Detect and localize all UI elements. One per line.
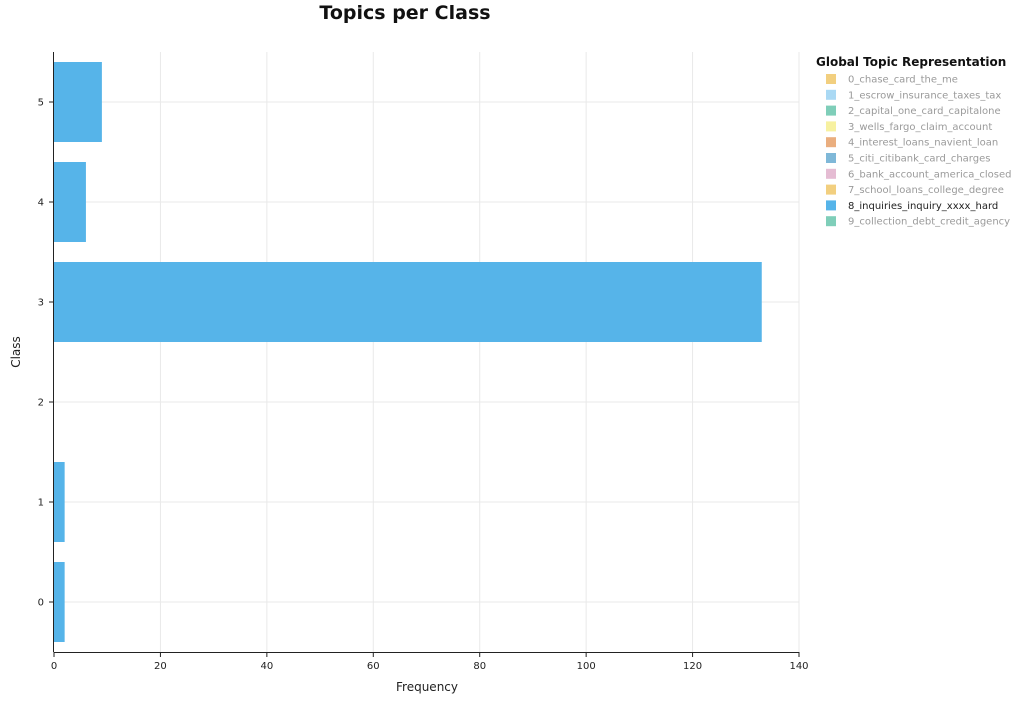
x-tick-labels: 0 20 40 60 80 100 120 140 xyxy=(51,652,809,672)
legend-swatch xyxy=(826,74,836,84)
legend-swatch xyxy=(826,89,836,100)
legend-item-topic-0[interactable]: 0_chase_card_the_me xyxy=(826,74,958,86)
y-tick-label: 4 xyxy=(38,198,44,209)
chart-title: Topics per Class xyxy=(319,2,490,24)
x-tick-label: 60 xyxy=(367,661,380,672)
legend-item-topic-8[interactable]: 8_inquiries_inquiry_xxxx_hard xyxy=(826,200,998,212)
legend-item-topic-9[interactable]: 9_collection_debt_credit_agency xyxy=(826,216,1010,228)
legend-label: 6_bank_account_america_closed xyxy=(848,169,1011,180)
y-axis-label: Class xyxy=(9,336,23,368)
legend-label: 0_chase_card_the_me xyxy=(848,75,958,86)
bar-class-4[interactable] xyxy=(54,162,86,242)
legend-item-topic-2[interactable]: 2_capital_one_card_capitalone xyxy=(826,105,1001,118)
axes xyxy=(53,52,799,653)
legend-label: 7_school_loans_college_degree xyxy=(848,185,1004,196)
legend-item-topic-3[interactable]: 3_wells_fargo_claim_account xyxy=(826,121,992,133)
legend-swatch xyxy=(826,105,836,116)
legend-label: 3_wells_fargo_claim_account xyxy=(848,122,992,133)
y-tick-label: 2 xyxy=(38,398,44,409)
legend-swatch xyxy=(826,184,836,195)
bar-class-5[interactable] xyxy=(54,62,102,142)
legend-label: 2_capital_one_card_capitalone xyxy=(848,106,1001,117)
x-tick-label: 20 xyxy=(154,661,167,672)
legend-swatch xyxy=(826,137,836,148)
x-tick-label: 140 xyxy=(789,661,808,672)
bars xyxy=(54,62,762,642)
legend-items: 0_chase_card_the_me 1_escrow_insurance_ta… xyxy=(826,74,1011,228)
legend-swatch xyxy=(826,200,836,211)
x-tick-label: 80 xyxy=(473,661,486,672)
y-tick-label: 5 xyxy=(38,98,44,109)
legend-item-topic-5[interactable]: 5_citi_citibank_card_charges xyxy=(826,153,990,165)
x-tick-label: 120 xyxy=(683,661,702,672)
legend-swatch xyxy=(826,153,836,163)
y-tick-labels: 0 1 2 3 4 5 xyxy=(38,98,54,609)
legend-label: 8_inquiries_inquiry_xxxx_hard xyxy=(848,201,998,212)
legend-item-topic-6[interactable]: 6_bank_account_america_closed xyxy=(826,168,1011,181)
legend-item-topic-1[interactable]: 1_escrow_insurance_taxes_tax xyxy=(826,89,1001,102)
legend-title: Global Topic Representation xyxy=(816,55,1006,69)
x-tick-label: 0 xyxy=(51,661,57,672)
y-tick-label: 0 xyxy=(38,598,44,609)
y-tick-label: 3 xyxy=(38,298,44,309)
y-tick-label: 1 xyxy=(38,498,44,509)
legend-label: 5_citi_citibank_card_charges xyxy=(848,154,990,165)
legend-label: 4_interest_loans_navient_loan xyxy=(848,138,998,149)
legend-swatch xyxy=(826,216,836,227)
bar-class-3[interactable] xyxy=(54,262,762,342)
legend: Global Topic Representation 0_chase_card… xyxy=(816,55,1011,228)
legend-label: 1_escrow_insurance_taxes_tax xyxy=(848,90,1001,101)
x-tick-label: 40 xyxy=(260,661,273,672)
bar-class-1[interactable] xyxy=(54,462,65,542)
legend-swatch xyxy=(826,168,836,179)
legend-label: 9_collection_debt_credit_agency xyxy=(848,217,1010,228)
grid-lines xyxy=(54,52,800,652)
x-tick-label: 100 xyxy=(577,661,596,672)
legend-swatch xyxy=(826,121,836,132)
x-axis-label: Frequency xyxy=(396,680,458,694)
bar-class-0[interactable] xyxy=(54,562,65,642)
legend-item-topic-7[interactable]: 7_school_loans_college_degree xyxy=(826,184,1004,197)
legend-item-topic-4[interactable]: 4_interest_loans_navient_loan xyxy=(826,137,998,149)
